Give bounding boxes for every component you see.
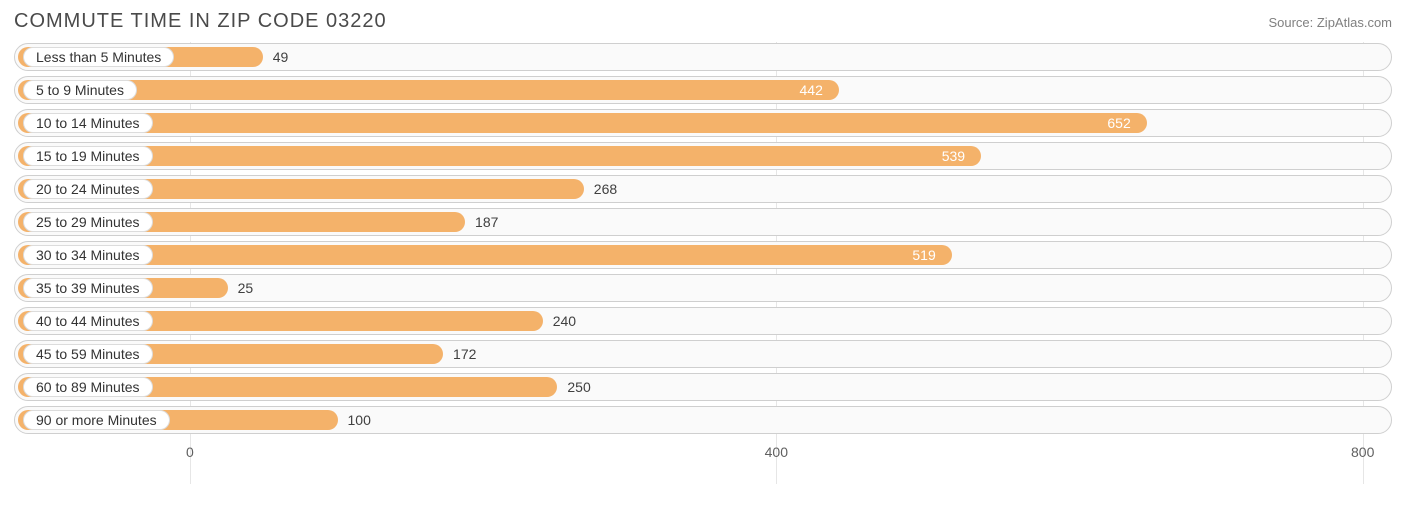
bar-value-label: 652 <box>1107 110 1130 136</box>
bar-row: Less than 5 Minutes 49 <box>14 43 1392 71</box>
bar-value-label: 250 <box>567 374 590 400</box>
category-label: 60 to 89 Minutes <box>23 377 153 397</box>
bar-value-label: 49 <box>273 44 289 70</box>
bar-row: 60 to 89 Minutes 250 <box>14 373 1392 401</box>
bar-row: 30 to 34 Minutes 519 <box>14 241 1392 269</box>
bar-value-label: 172 <box>453 341 476 367</box>
category-label: 45 to 59 Minutes <box>23 344 153 364</box>
category-label: 25 to 29 Minutes <box>23 212 153 232</box>
bar-value-label: 539 <box>942 143 965 169</box>
chart-source: Source: ZipAtlas.com <box>1268 15 1392 30</box>
x-axis: 0 400 800 <box>14 438 1392 460</box>
bar-row: 20 to 24 Minutes 268 <box>14 175 1392 203</box>
category-label: 15 to 19 Minutes <box>23 146 153 166</box>
bar-value-label: 519 <box>912 242 935 268</box>
bar-fill <box>18 146 981 166</box>
bars-area: Less than 5 Minutes 49 5 to 9 Minutes 442 10… <box>14 43 1392 434</box>
category-label: 90 or more Minutes <box>23 410 170 430</box>
bar-value-label: 25 <box>238 275 254 301</box>
category-label: 20 to 24 Minutes <box>23 179 153 199</box>
category-label: Less than 5 Minutes <box>23 47 174 67</box>
bar-fill <box>18 80 839 100</box>
bar-row: 45 to 59 Minutes 172 <box>14 340 1392 368</box>
bar-row: 40 to 44 Minutes 240 <box>14 307 1392 335</box>
bar-value-label: 442 <box>800 77 823 103</box>
bar-row: 5 to 9 Minutes 442 <box>14 76 1392 104</box>
bar-value-label: 100 <box>348 407 371 433</box>
x-tick-label: 400 <box>765 444 788 460</box>
bar-row: 25 to 29 Minutes 187 <box>14 208 1392 236</box>
bar-value-label: 240 <box>553 308 576 334</box>
category-label: 30 to 34 Minutes <box>23 245 153 265</box>
bar-row: 35 to 39 Minutes 25 <box>14 274 1392 302</box>
category-label: 40 to 44 Minutes <box>23 311 153 331</box>
bar-fill <box>18 113 1147 133</box>
bar-row: 90 or more Minutes 100 <box>14 406 1392 434</box>
bar-fill <box>18 245 952 265</box>
category-label: 10 to 14 Minutes <box>23 113 153 133</box>
category-label: 35 to 39 Minutes <box>23 278 153 298</box>
chart-title: COMMUTE TIME IN ZIP CODE 03220 <box>14 10 387 33</box>
chart-container: COMMUTE TIME IN ZIP CODE 03220 Source: Z… <box>0 0 1406 522</box>
chart-header: COMMUTE TIME IN ZIP CODE 03220 Source: Z… <box>14 10 1392 33</box>
bar-value-label: 268 <box>594 176 617 202</box>
bar-row: 10 to 14 Minutes 652 <box>14 109 1392 137</box>
bar-value-label: 187 <box>475 209 498 235</box>
bar-row: 15 to 19 Minutes 539 <box>14 142 1392 170</box>
x-tick-label: 800 <box>1351 444 1374 460</box>
x-tick-label: 0 <box>186 444 194 460</box>
category-label: 5 to 9 Minutes <box>23 80 137 100</box>
